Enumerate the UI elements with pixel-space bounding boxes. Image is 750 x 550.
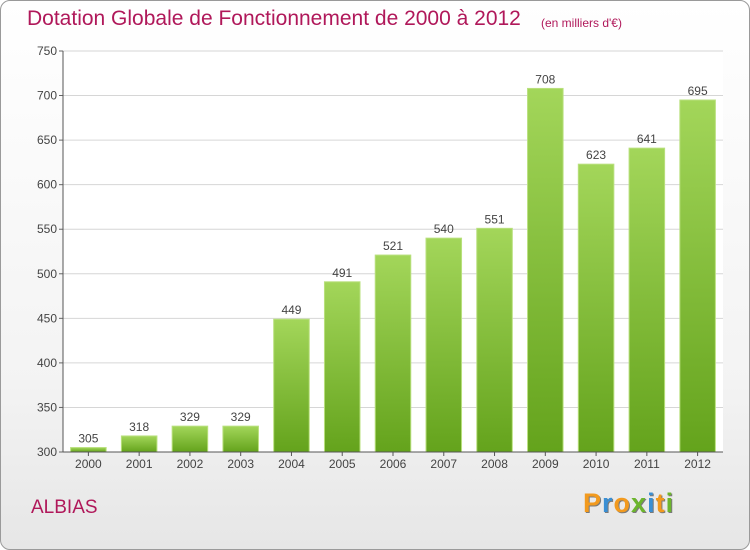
bar-2009	[527, 87, 564, 453]
y-tick-label: 650	[37, 133, 57, 147]
bar-2004	[273, 318, 310, 453]
bar-2008	[476, 227, 513, 453]
bar-value-label: 708	[535, 72, 555, 86]
bar-2006	[374, 254, 412, 453]
bar-value-label: 491	[332, 266, 352, 280]
y-tick-label: 300	[37, 445, 57, 459]
x-tick-label: 2001	[126, 457, 153, 471]
x-tick-label: 2012	[684, 457, 711, 471]
x-tick-label: 2011	[634, 457, 660, 471]
y-tick-label: 750	[37, 44, 57, 58]
y-tick-label: 700	[37, 89, 57, 103]
y-tick-label: 500	[37, 267, 57, 281]
logo-letter: x	[631, 488, 648, 518]
bar-value-label: 551	[485, 212, 505, 226]
logo-letter: i	[665, 488, 675, 518]
bar-value-label: 449	[281, 303, 301, 317]
bar-2010	[577, 163, 615, 453]
bar-value-label: 318	[129, 420, 149, 434]
bar-2002	[171, 425, 209, 453]
chart-title: Dotation Globale de Fonctionnement de 20…	[27, 7, 521, 30]
bar-value-label: 641	[637, 132, 657, 146]
x-tick-label: 2009	[532, 457, 559, 471]
bar-value-label: 540	[434, 222, 454, 236]
x-tick-label: 2000	[75, 457, 102, 471]
x-tick-label: 2006	[380, 457, 407, 471]
bar-2007	[425, 237, 463, 453]
x-tick-label: 2003	[227, 457, 254, 471]
y-tick-label: 450	[37, 311, 57, 325]
bar-2011	[628, 147, 666, 453]
x-tick-label: 2002	[177, 457, 204, 471]
bar-value-label: 695	[688, 84, 708, 98]
x-tick-label: 2007	[430, 457, 457, 471]
bar-2001	[120, 435, 158, 453]
logo-letter: P	[583, 488, 603, 518]
commune-name: ALBIAS	[31, 497, 98, 518]
bar-value-label: 623	[586, 148, 606, 162]
y-tick-label: 350	[37, 400, 57, 414]
logo-letter: o	[613, 488, 632, 518]
logo-letter: i	[647, 488, 656, 518]
bar-value-label: 305	[78, 432, 98, 446]
logo-letter: t	[655, 488, 666, 518]
x-tick-label: 2005	[329, 457, 356, 471]
bar-value-label: 329	[180, 410, 200, 424]
bar-2000	[70, 447, 107, 453]
bar-2005	[323, 281, 361, 453]
logo-letter: r	[602, 488, 614, 518]
bar-2003	[222, 425, 259, 453]
bar-2012	[679, 99, 716, 453]
x-tick-label: 2008	[481, 457, 508, 471]
y-tick-label: 550	[37, 222, 57, 236]
x-tick-label: 2010	[583, 457, 610, 471]
y-tick-label: 400	[37, 356, 57, 370]
bar-value-label: 329	[231, 410, 251, 424]
proxiti-logo: Proxiti	[583, 488, 674, 519]
y-tick-label: 600	[37, 178, 57, 192]
x-tick-label: 2004	[278, 457, 305, 471]
chart-subtitle: (en milliers d'€)	[541, 16, 622, 30]
bar-value-label: 521	[383, 239, 403, 253]
